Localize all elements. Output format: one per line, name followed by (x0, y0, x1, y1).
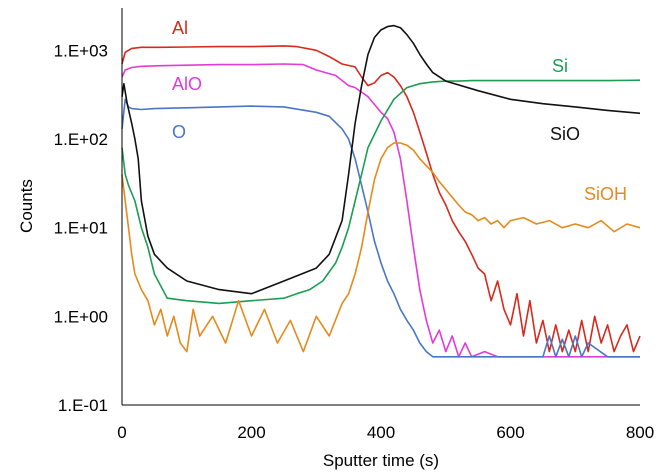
series-label-al: Al (172, 18, 188, 38)
series-label-sioh: SiOH (584, 184, 627, 204)
plot-series (121, 24, 641, 358)
series-label-si: Si (552, 56, 568, 76)
y-tick-label: 1.E-01 (58, 396, 108, 415)
x-tick-labels: 0 200 400 600 800 (117, 423, 654, 442)
x-tick-label: 200 (237, 423, 265, 442)
y-tick-labels: 1.E-01 1.E+00 1.E+01 1.E+02 1.E+03 (54, 41, 108, 415)
series-line-sio (121, 24, 641, 295)
series-label-sio: SiO (550, 124, 580, 144)
x-tick-label: 600 (496, 423, 524, 442)
series-line-sioh (121, 142, 641, 353)
series-line-si (121, 79, 641, 305)
x-tick-label: 0 (117, 423, 126, 442)
series-label-alo: AlO (172, 74, 202, 94)
series-line-al (121, 45, 641, 353)
x-tick-label: 800 (626, 423, 654, 442)
y-tick-label: 1.E+03 (54, 41, 108, 60)
series-line-o (121, 98, 640, 358)
y-axis-title: Counts (17, 179, 36, 233)
y-tick-label: 1.E+01 (54, 219, 108, 238)
x-tick-label: 400 (367, 423, 395, 442)
y-tick-label: 1.E+00 (54, 307, 108, 326)
x-axis-title: Sputter time (s) (323, 451, 439, 470)
series-label-o: O (172, 122, 186, 142)
y-tick-label: 1.E+02 (54, 130, 108, 149)
series-line-alo (121, 63, 640, 358)
